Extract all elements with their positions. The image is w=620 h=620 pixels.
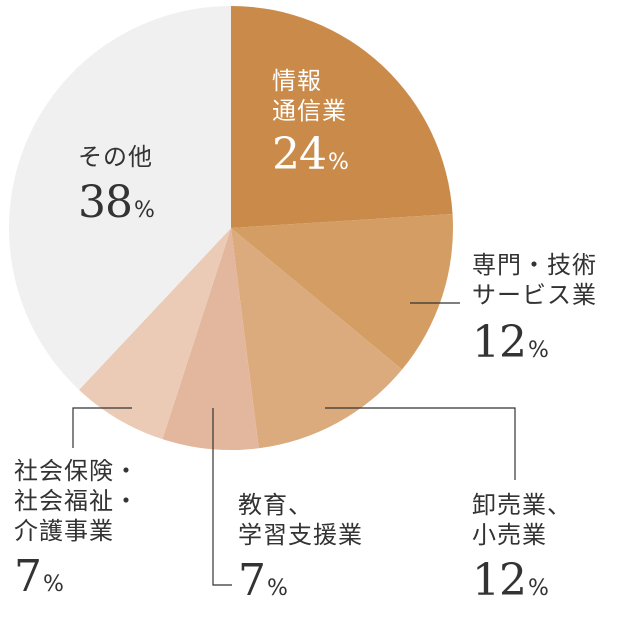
slice-value: 24% [272, 129, 349, 180]
pie-slices [9, 6, 453, 450]
slice-name-line: 社会保険・ [14, 457, 139, 485]
label-professional-services: 専門・技術 サービス業 12% [472, 250, 597, 376]
pie-slice-2 [231, 228, 403, 449]
leader-line-wholesale-retail [325, 407, 516, 480]
slice-name-line: 卸売業、 [472, 491, 572, 519]
slice-name-line: 教育、 [238, 491, 313, 519]
label-info-comm: 情報 通信業 24% [272, 66, 349, 188]
leader-lines [72, 302, 516, 586]
slice-name-line: 情報 [272, 67, 322, 95]
slice-name-line: 介護事業 [14, 517, 114, 545]
slice-name-line: 専門・技術 [472, 251, 597, 279]
slice-value: 7% [238, 555, 288, 606]
leader-line-education [212, 408, 232, 586]
label-social-welfare: 社会保険・ 社会福祉・ 介護事業 7% [14, 456, 139, 610]
label-education: 教育、 学習支援業 7% [238, 490, 363, 614]
leader-line-social-welfare [72, 407, 132, 448]
pie-slice-3 [162, 228, 259, 450]
slice-value: 12% [472, 555, 549, 606]
pie-slice-1 [231, 214, 453, 370]
slice-name-line: 社会福祉・ [14, 487, 139, 515]
slice-value: 38% [78, 177, 155, 228]
slice-name-line: 小売業 [472, 521, 547, 549]
slice-name-line: その他 [78, 143, 153, 171]
slice-value: 7% [14, 551, 64, 602]
slice-name-line: サービス業 [472, 281, 597, 309]
label-wholesale-retail: 卸売業、 小売業 12% [472, 490, 572, 614]
slice-name-line: 学習支援業 [238, 521, 363, 549]
pie-slice-4 [79, 228, 231, 440]
slice-value: 12% [472, 317, 549, 368]
label-other: その他 38% [78, 142, 155, 236]
slice-name-line: 通信業 [272, 97, 347, 125]
pie-slice-5 [9, 6, 231, 390]
pie-slice-0 [231, 6, 453, 228]
